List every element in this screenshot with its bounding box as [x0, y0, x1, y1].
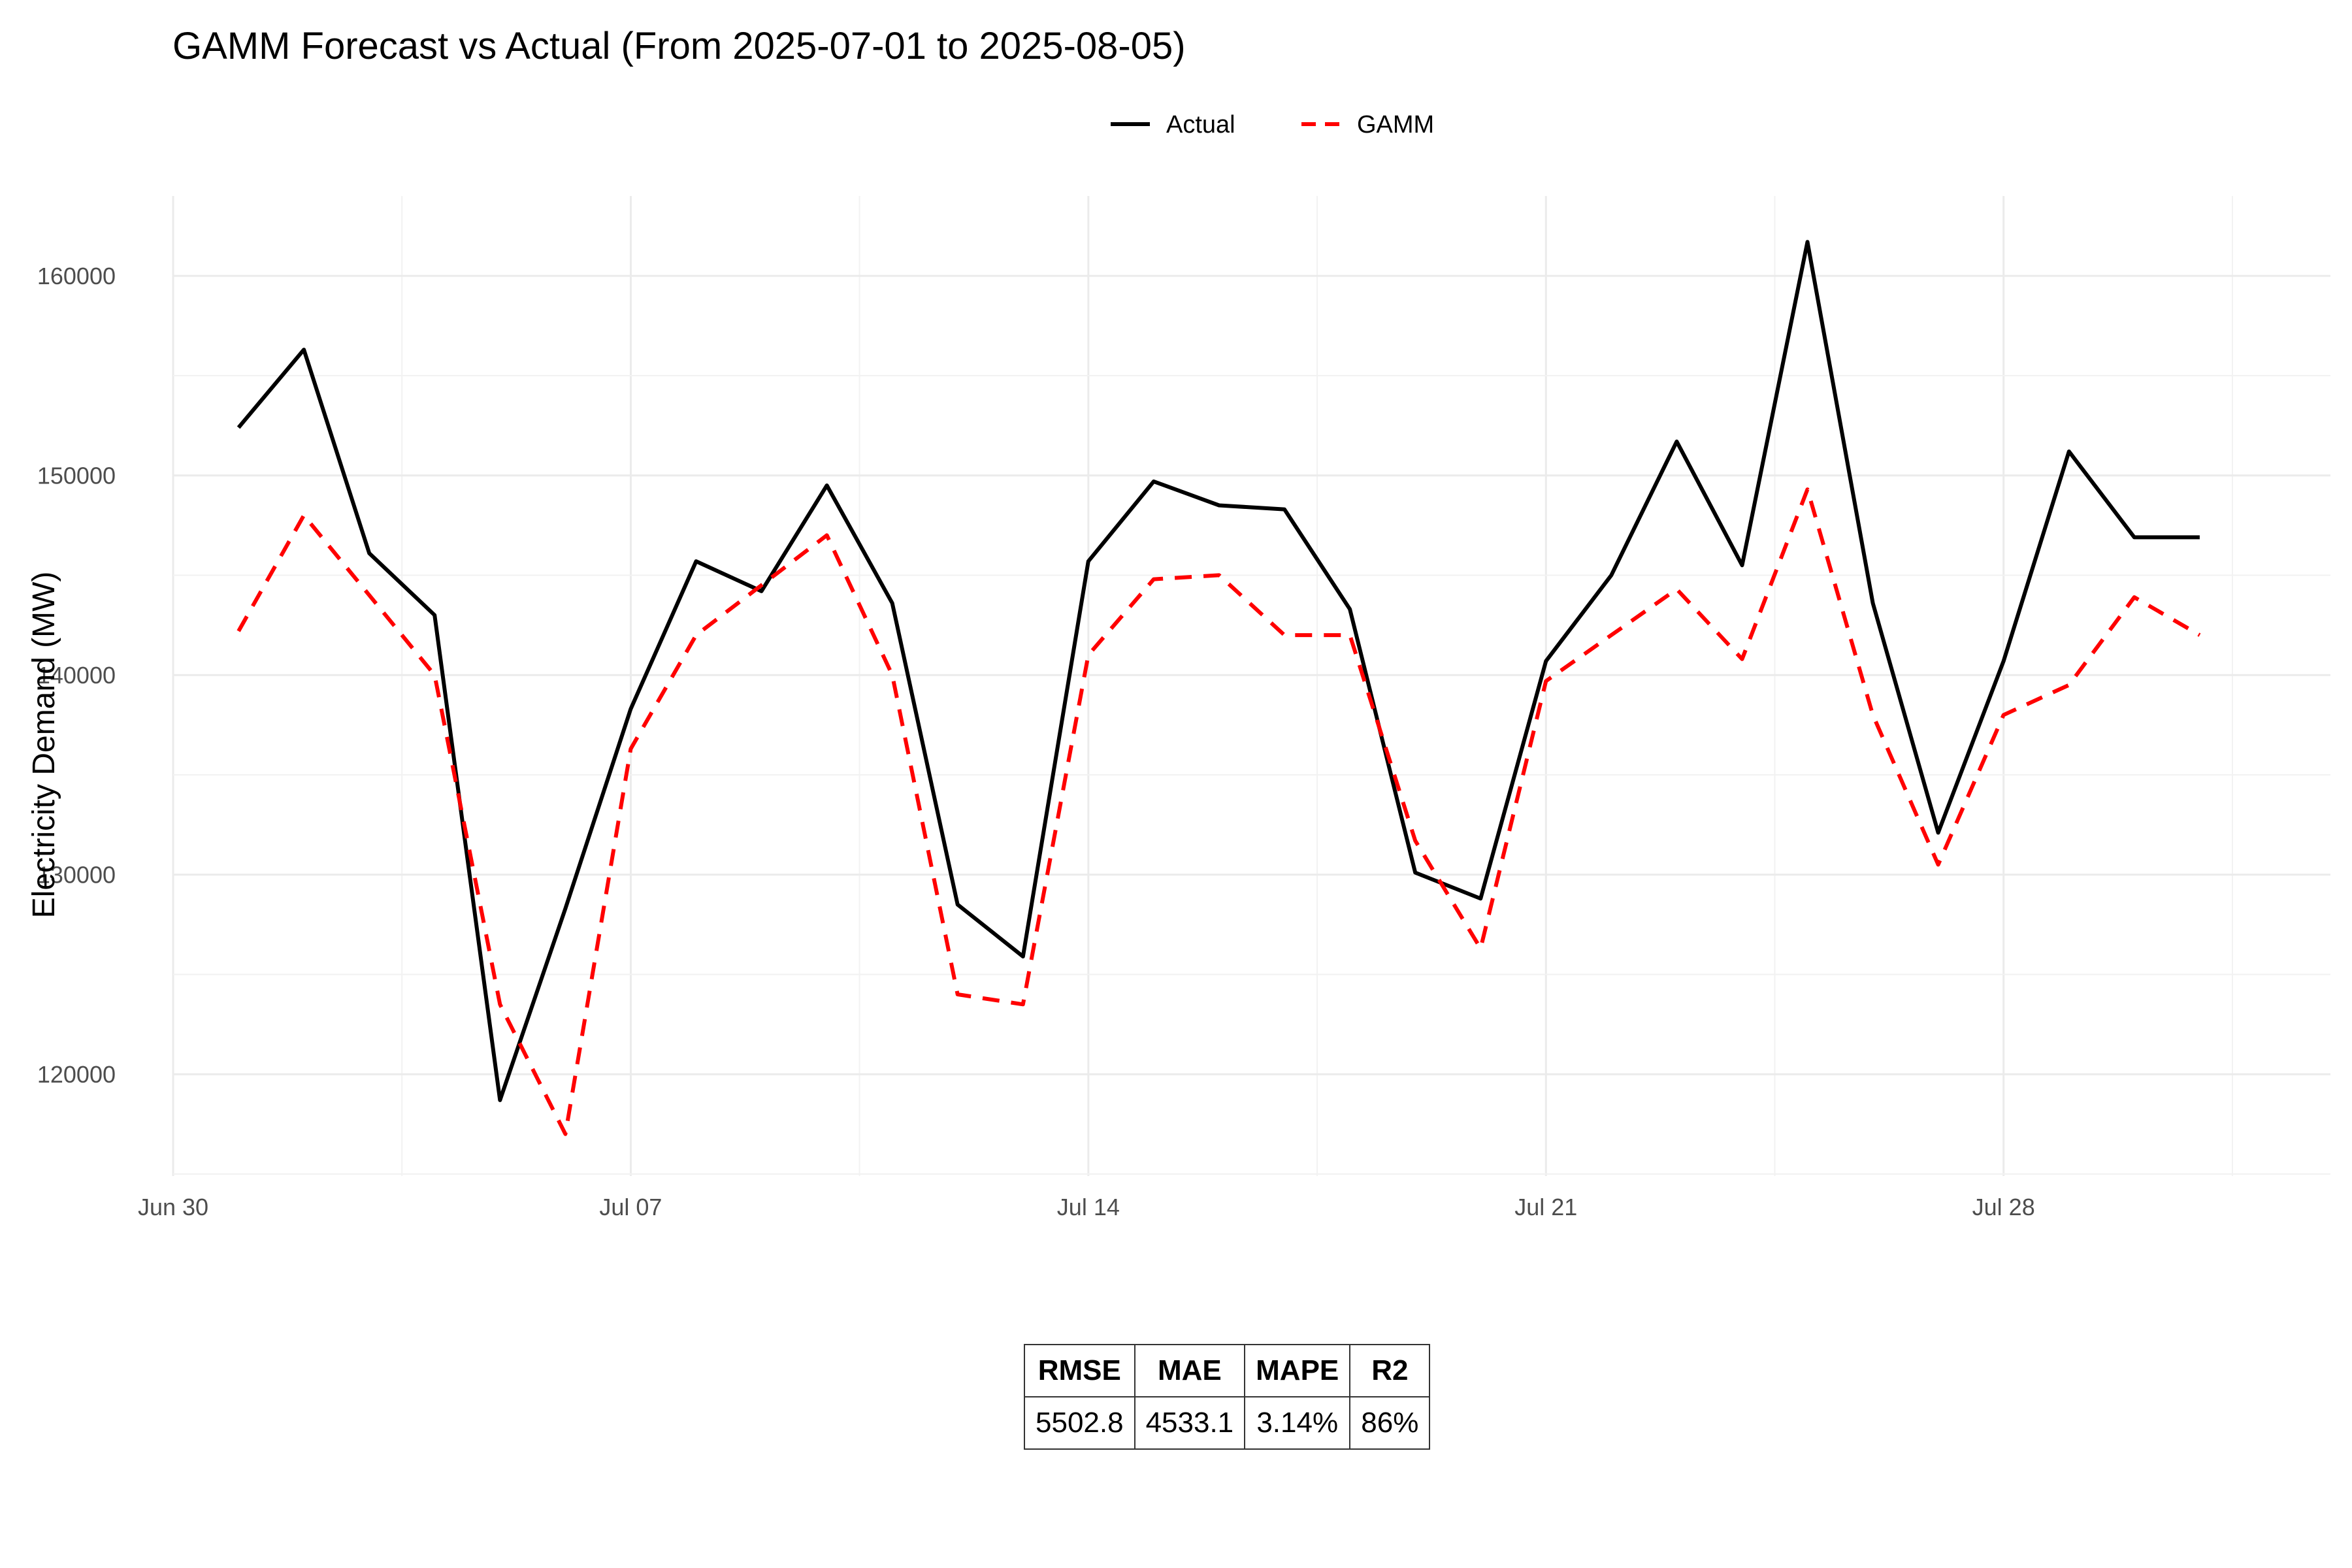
x-tick-label: Jul 28	[1972, 1194, 2035, 1220]
y-axis-title: Electricity Demand (MW)	[27, 572, 61, 919]
series-line-gamm	[237, 487, 2201, 1136]
series-line-actual	[237, 240, 2200, 1102]
legend-label-gamm: GAMM	[1357, 111, 1434, 139]
metrics-value-r2: 86%	[1349, 1396, 1431, 1450]
x-tick-label: Jul 21	[1514, 1194, 1577, 1220]
x-tick-label: Jul 14	[1057, 1194, 1120, 1220]
y-tick-label: 130000	[37, 862, 116, 889]
metrics-header-mae: MAE	[1134, 1344, 1246, 1397]
y-tick-label: 150000	[37, 463, 116, 489]
x-axis-ticks: Jun 30 Jul 07 Jul 14 Jul 21 Jul 28	[138, 1194, 2035, 1220]
metrics-value-row: 5502.8 4533.1 3.14% 86%	[1024, 1396, 1431, 1450]
metrics-header-mape: MAPE	[1244, 1344, 1351, 1397]
y-tick-label: 140000	[37, 662, 116, 689]
metrics-header-r2: R2	[1349, 1344, 1431, 1397]
metrics-header-row: RMSE MAE MAPE R2	[1024, 1344, 1431, 1397]
metrics-table: RMSE MAE MAPE R2 5502.8 4533.1 3.14% 86%	[1024, 1344, 1431, 1450]
y-tick-label: 120000	[37, 1061, 116, 1088]
y-tick-label: 160000	[37, 263, 116, 289]
metrics-value-rmse: 5502.8	[1024, 1396, 1135, 1450]
chart-title: GAMM Forecast vs Actual (From 2025-07-01…	[172, 25, 1186, 67]
metrics-header-rmse: RMSE	[1024, 1344, 1135, 1397]
grid	[172, 196, 2330, 1176]
metrics-value-mae: 4533.1	[1134, 1396, 1246, 1450]
x-tick-label: Jul 07	[599, 1194, 662, 1220]
y-axis-ticks: 120000 130000 140000 150000 160000	[37, 263, 116, 1088]
x-tick-label: Jun 30	[138, 1194, 208, 1220]
legend-label-actual: Actual	[1166, 111, 1235, 139]
series-layer	[237, 240, 2201, 1136]
metrics-value-mape: 3.14%	[1244, 1396, 1351, 1450]
legend: Actual GAMM	[1111, 111, 1434, 139]
